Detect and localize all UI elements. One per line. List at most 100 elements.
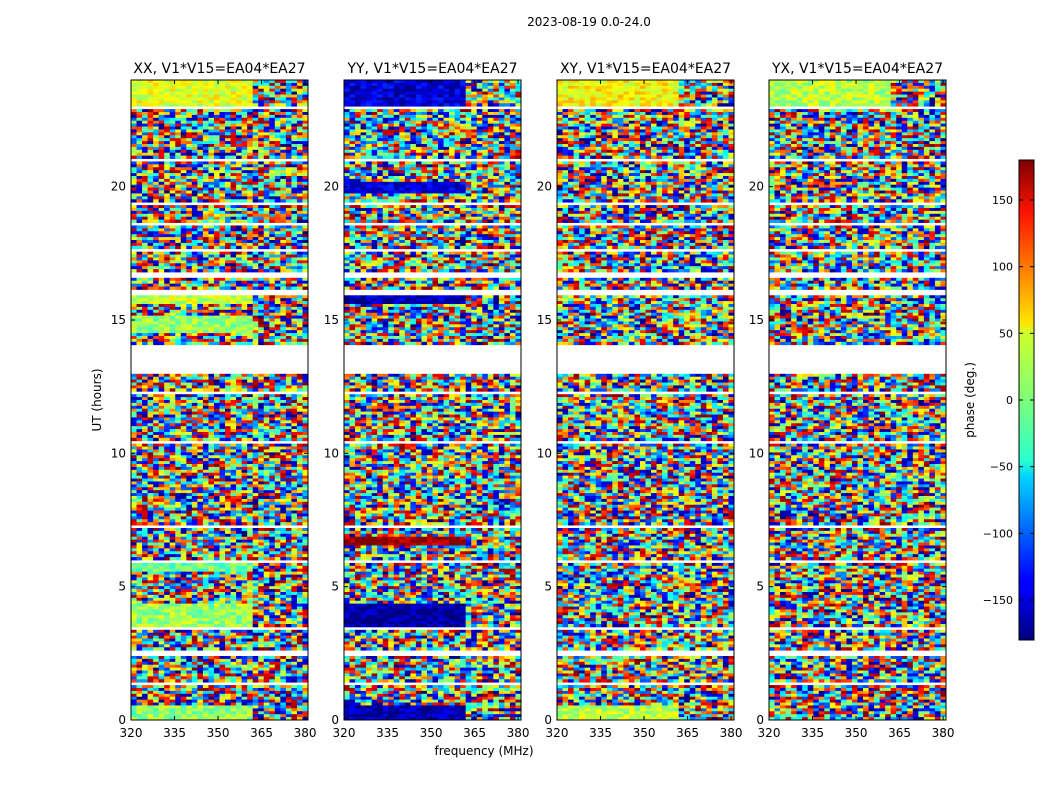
phase-cell: [131, 443, 137, 447]
phase-cell: [186, 385, 193, 389]
phase-cell: [197, 80, 204, 84]
phase-cell: [252, 266, 259, 270]
phase-cell: [296, 423, 303, 427]
phase-cell: [202, 481, 209, 485]
phase-cell: [169, 557, 176, 561]
phase-cell: [236, 504, 243, 509]
phase-cell: [274, 542, 281, 546]
phase-cell: [296, 469, 303, 474]
phase-cell: [225, 240, 231, 244]
phase-cell: [180, 260, 187, 264]
phase-cell: [263, 455, 270, 459]
phase-cell: [252, 461, 259, 465]
phase-cell: [142, 420, 148, 424]
phase-cell: [147, 446, 154, 450]
phase-cell: [280, 184, 287, 189]
phase-cell: [263, 167, 270, 171]
phase-cell: [136, 466, 143, 471]
phase-cell: [191, 405, 198, 410]
phase-cell: [147, 432, 154, 436]
phase-cell: [230, 129, 237, 133]
phase-cell: [252, 530, 259, 535]
phase-cell: [175, 414, 182, 418]
phase-cell: [180, 187, 187, 191]
phase-cell: [236, 373, 243, 378]
phase-cell: [274, 91, 281, 95]
phase-cell: [247, 164, 254, 168]
phase-cell: [136, 426, 143, 430]
phase-cell: [158, 260, 165, 264]
phase-cell: [274, 190, 281, 194]
phase-cell: [175, 338, 182, 343]
phase-cell: [197, 109, 204, 113]
phase-cell: [197, 97, 204, 101]
phase-cell: [225, 315, 231, 319]
phase-cell: [197, 237, 204, 241]
phase-cell: [208, 493, 215, 497]
phase-cell: [191, 103, 198, 107]
phase-cell: [269, 528, 276, 532]
phase-cell: [153, 548, 160, 552]
phase-cell: [296, 458, 303, 462]
phase-cell: [252, 254, 259, 258]
phase-cell: [213, 443, 220, 447]
phase-cell: [153, 298, 160, 302]
phase-cell: [296, 231, 303, 235]
phase-cell: [263, 178, 270, 183]
phase-cell: [247, 388, 254, 392]
phase-cell: [285, 173, 292, 177]
phase-cell: [191, 298, 198, 302]
phase-cell: [258, 466, 265, 471]
phase-cell: [252, 594, 259, 599]
phase-cell: [274, 411, 281, 415]
phase-cell: [280, 568, 287, 573]
phase-cell: [158, 85, 165, 90]
phase-cell: [285, 414, 292, 418]
phase-cell: [236, 173, 243, 177]
phase-cell: [252, 510, 259, 514]
phase-cell: [213, 91, 220, 95]
phase-cell: [191, 426, 198, 430]
phase-cell: [252, 321, 259, 325]
phase-cell: [291, 117, 298, 122]
phase-cell: [247, 562, 254, 567]
phase-cell: [247, 257, 254, 261]
phase-cell: [230, 277, 237, 282]
phase-cell: [296, 411, 303, 415]
phase-cell: [213, 469, 220, 474]
phase-cell: [225, 126, 231, 130]
phase-cell: [175, 594, 182, 599]
phase-cell: [142, 446, 148, 450]
phase-cell: [269, 493, 276, 497]
phase-cell: [175, 455, 182, 459]
phase-cell: [147, 504, 154, 509]
phase-cell: [197, 100, 204, 104]
phase-cell: [291, 82, 298, 87]
phase-cell: [296, 85, 303, 90]
phase-cell: [175, 228, 182, 232]
phase-cell: [202, 315, 209, 319]
phase-cell: [186, 589, 193, 593]
phase-cell: [302, 245, 309, 250]
phase-cell: [136, 187, 143, 191]
phase-cell: [302, 373, 309, 378]
phase-cell: [225, 426, 231, 430]
phase-cell: [175, 402, 182, 407]
phase-cell: [213, 379, 220, 383]
phase-cell: [164, 193, 171, 197]
phase-cell: [213, 411, 220, 415]
phase-cell: [147, 443, 154, 447]
phase-cell: [252, 533, 259, 538]
phase-cell: [280, 507, 287, 511]
phase-cell: [219, 501, 226, 506]
phase-cell: [202, 277, 209, 282]
phase-cell: [285, 455, 292, 459]
phase-cell: [197, 176, 204, 180]
phase-cell: [208, 545, 215, 549]
phase-cell: [247, 184, 254, 189]
phase-cell: [236, 208, 243, 212]
phase-cell: [191, 533, 198, 538]
phase-cell: [191, 478, 198, 482]
phase-cell: [258, 594, 265, 599]
phase-cell: [180, 181, 187, 186]
